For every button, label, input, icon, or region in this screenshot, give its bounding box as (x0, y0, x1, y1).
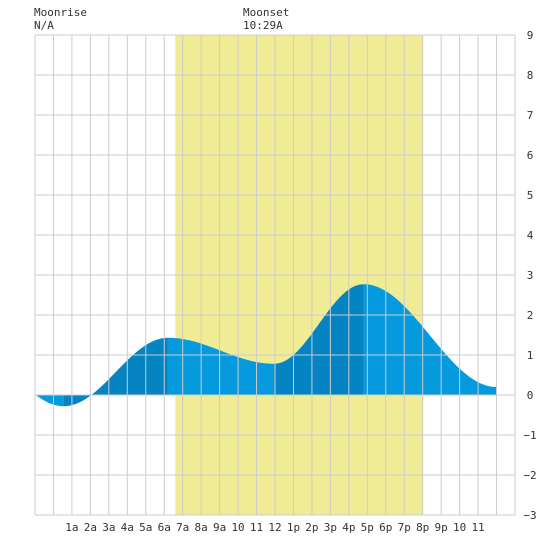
x-tick-label: 2a (84, 521, 97, 534)
y-tick-label: 9 (527, 29, 534, 42)
x-tick-label: 1p (287, 521, 300, 534)
x-tick-label: 3p (324, 521, 337, 534)
x-tick-label: 6a (158, 521, 171, 534)
y-axis-labels: −3 −2 −1 0 1 2 3 4 5 6 7 8 9 (523, 29, 536, 522)
y-tick-label: 6 (527, 149, 534, 162)
x-tick-label: 8a (195, 521, 208, 534)
x-tick-label: 7a (176, 521, 189, 534)
y-tick-label: 0 (527, 389, 534, 402)
moonset-value: 10:29A (243, 19, 283, 32)
x-tick-label: 11 (250, 521, 263, 534)
x-tick-label: 9p (435, 521, 448, 534)
y-tick-label: 8 (527, 69, 534, 82)
grid-lines (34, 34, 516, 516)
x-tick-label: 11 (471, 521, 484, 534)
y-tick-label: 5 (527, 189, 534, 202)
x-tick-label: 10 (231, 521, 244, 534)
y-tick-label: 7 (527, 109, 534, 122)
y-tick-label: 3 (527, 269, 534, 282)
x-tick-label: 12 (268, 521, 281, 534)
y-tick-label: −1 (523, 429, 536, 442)
x-tick-label: 10 (453, 521, 466, 534)
x-tick-label: 3a (102, 521, 115, 534)
tide-band-2 (167, 337, 275, 395)
tide-area (35, 284, 497, 407)
tide-band-4 (363, 284, 497, 395)
x-axis-labels: 1a 2a 3a 4a 5a 6a 7a 8a 9a 10 11 12 1p 2p 3p 4p 5p 6p 7p 8p… (65, 521, 484, 534)
y-tick-label: 2 (527, 309, 534, 322)
x-tick-label: 7p (398, 521, 411, 534)
x-tick-label: 4a (121, 521, 134, 534)
y-tick-label: 1 (527, 349, 534, 362)
moonrise-label: Moonrise (34, 6, 87, 19)
x-tick-label: 2p (305, 521, 318, 534)
x-tick-label: 9a (213, 521, 226, 534)
y-tick-label: −3 (523, 509, 536, 522)
tide-band-3 (274, 284, 364, 395)
x-tick-label: 6p (379, 521, 392, 534)
tide-band-0 (35, 394, 64, 407)
moonset-label: Moonset (243, 6, 290, 19)
y-tick-label: −2 (523, 469, 536, 482)
x-tick-label: 5p (361, 521, 374, 534)
y-tick-label: 4 (527, 229, 534, 242)
x-tick-label: 4p (342, 521, 355, 534)
x-tick-label: 8p (416, 521, 429, 534)
x-tick-label: 1a (65, 521, 78, 534)
moonrise-value: N/A (34, 19, 54, 32)
x-tick-label: 5a (139, 521, 152, 534)
